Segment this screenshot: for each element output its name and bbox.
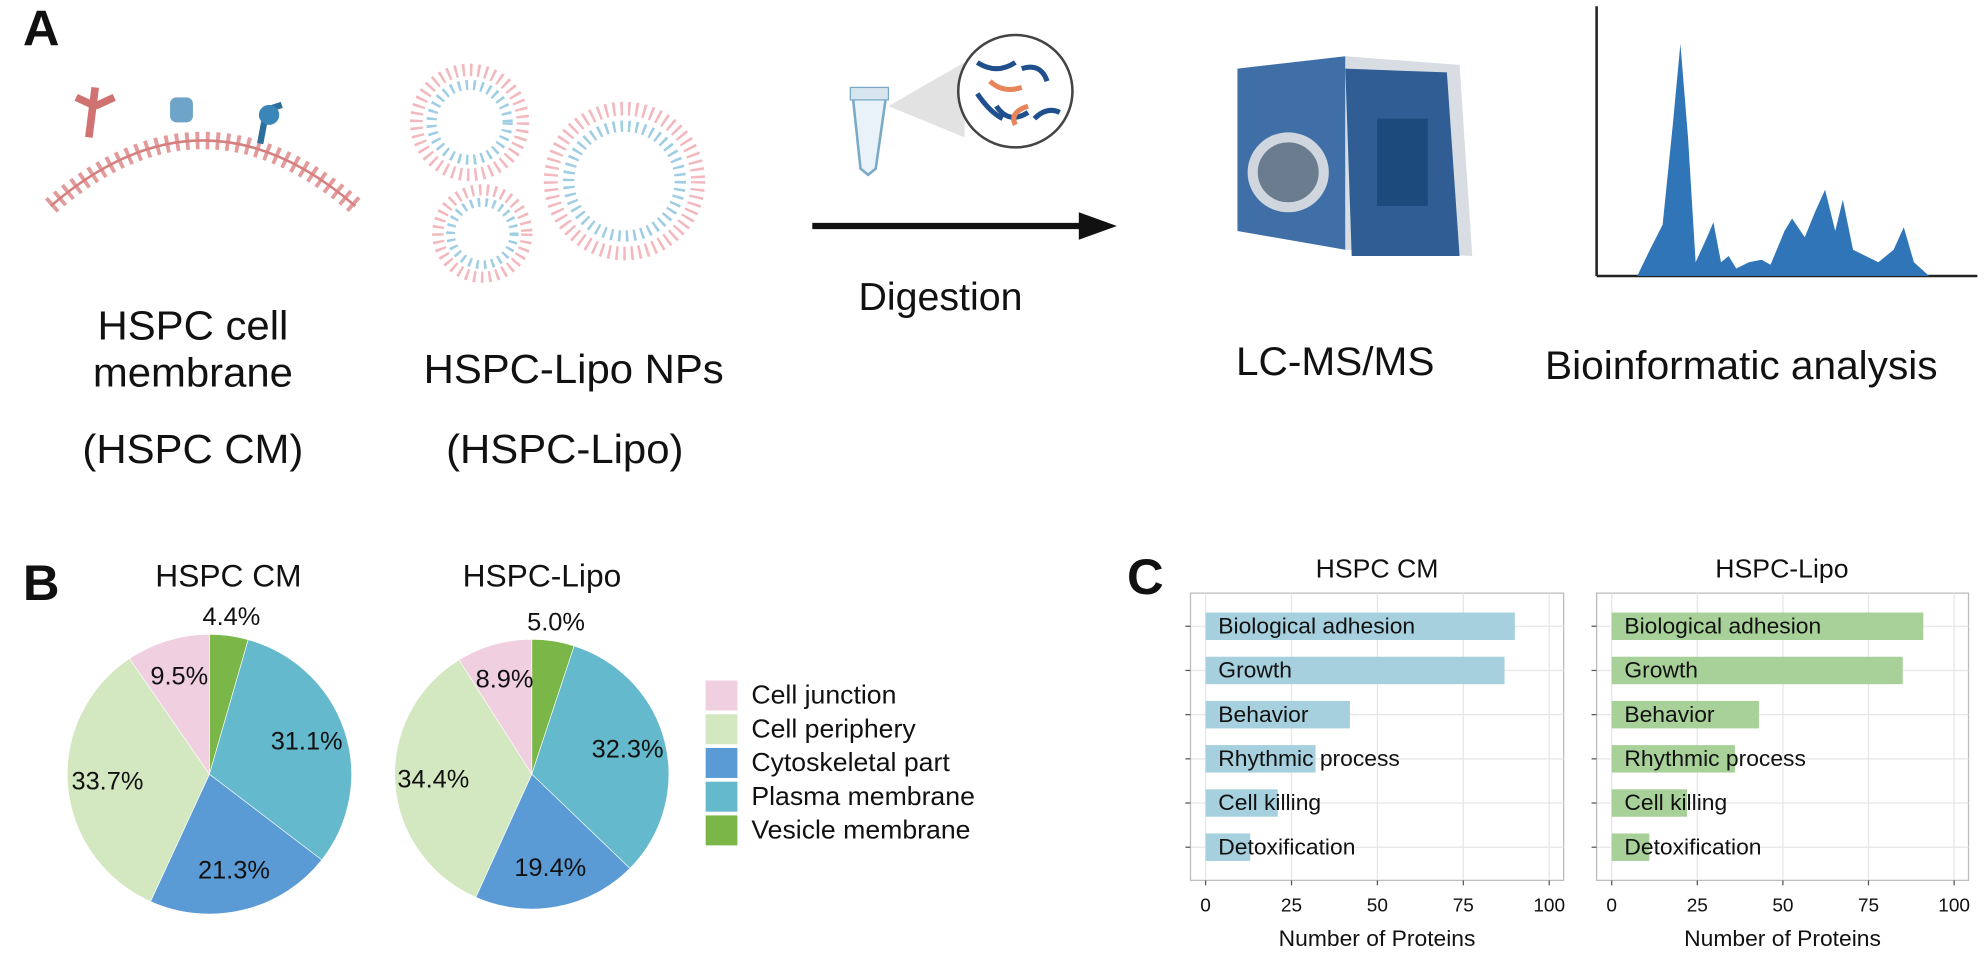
legend-swatch	[705, 747, 738, 778]
panel-letter: A	[23, 0, 60, 57]
bar	[1205, 656, 1505, 685]
panel-letter: B	[23, 554, 60, 611]
pie-title: HSPC CM	[155, 559, 301, 594]
x-tick-label: 25	[1687, 896, 1708, 917]
pie-value-label: 21.3%	[198, 857, 270, 885]
bar	[1205, 612, 1515, 641]
legend-label: Cell periphery	[751, 714, 916, 744]
category-label: Biological adhesion	[1624, 613, 1821, 639]
category-label: Cell killing	[1218, 789, 1321, 815]
pie-value-label: 19.4%	[514, 854, 586, 882]
panel-letter: C	[1127, 548, 1164, 605]
facet-title: HSPC-Lipo	[1715, 554, 1848, 584]
category-label: Detoxification	[1624, 834, 1761, 860]
pie-value-label: 8.9%	[476, 666, 534, 694]
bar	[1205, 833, 1251, 861]
bar	[1611, 700, 1759, 729]
pie-slice	[394, 659, 533, 898]
label: HSPC-Lipo NPs	[424, 345, 724, 392]
x-tick-label: 50	[1772, 896, 1793, 917]
label: Bioinformatic analysis	[1545, 343, 1938, 388]
pie-value-label: 31.1%	[271, 728, 343, 756]
bar	[1205, 789, 1278, 817]
label: (HSPC CM)	[82, 425, 303, 472]
bar	[1611, 789, 1688, 817]
bar	[1611, 612, 1924, 641]
legend-label: Cell junction	[751, 680, 896, 710]
x-tick-label: 25	[1281, 896, 1302, 917]
facet-title: HSPC CM	[1316, 554, 1439, 584]
x-tick-label: 50	[1367, 896, 1388, 917]
pie-value-label: 9.5%	[150, 663, 208, 691]
legend-swatch	[705, 815, 738, 846]
pie-slice	[531, 645, 670, 869]
bar	[1611, 656, 1903, 685]
membrane-illustration	[44, 86, 362, 213]
category-label: Rhythmic process	[1218, 745, 1400, 771]
legend-swatch	[705, 781, 738, 812]
bar	[1205, 700, 1350, 729]
label: Digestion	[858, 276, 1022, 319]
chromatogram-illustration	[1595, 6, 1978, 278]
category-label: Growth	[1218, 657, 1292, 683]
legend-label: Vesicle membrane	[751, 815, 970, 845]
category-label: Rhythmic process	[1624, 745, 1806, 771]
pie-slice	[66, 658, 210, 902]
category-label: Growth	[1624, 657, 1698, 683]
category-label: Behavior	[1218, 701, 1309, 727]
legend-label: Plasma membrane	[751, 781, 975, 811]
label: HSPC cell	[98, 302, 289, 349]
digestion-illustration	[812, 33, 1117, 240]
label: (HSPC-Lipo)	[446, 425, 683, 472]
bar	[1611, 833, 1650, 861]
x-tick-label: 0	[1606, 896, 1617, 917]
label: membrane	[93, 349, 293, 396]
lcms-illustration	[1237, 56, 1473, 256]
x-axis-label: Number of Proteins	[1684, 925, 1881, 951]
category-label: Biological adhesion	[1218, 613, 1415, 639]
x-tick-label: 0	[1200, 896, 1211, 917]
pie-value-label: 32.3%	[592, 736, 664, 764]
x-tick-label: 75	[1858, 896, 1879, 917]
liposome-illustration	[409, 63, 706, 283]
pie-value-label: 34.4%	[397, 766, 469, 794]
bar	[1205, 745, 1316, 773]
x-tick-label: 75	[1453, 896, 1474, 917]
legend-label: Cytoskeletal part	[751, 747, 950, 777]
x-tick-label: 100	[1938, 896, 1970, 917]
category-label: Behavior	[1624, 701, 1715, 727]
pie-title: HSPC-Lipo	[463, 559, 622, 594]
pie-slice	[458, 639, 533, 776]
pie-slice	[129, 634, 210, 776]
legend-swatch	[705, 680, 738, 711]
label: LC-MS/MS	[1236, 339, 1434, 384]
category-label: Detoxification	[1218, 834, 1355, 860]
category-label: Cell killing	[1624, 789, 1727, 815]
pie-slice	[209, 639, 352, 861]
pie-value-label: 5.0%	[527, 609, 585, 637]
pie-value-label: 4.4%	[203, 603, 261, 631]
legend-swatch	[705, 714, 738, 745]
pie-value-label: 33.7%	[71, 768, 143, 796]
pie-slice	[475, 773, 631, 910]
x-tick-label: 100	[1533, 896, 1565, 917]
bar	[1611, 745, 1735, 773]
x-axis-label: Number of Proteins	[1279, 925, 1476, 951]
